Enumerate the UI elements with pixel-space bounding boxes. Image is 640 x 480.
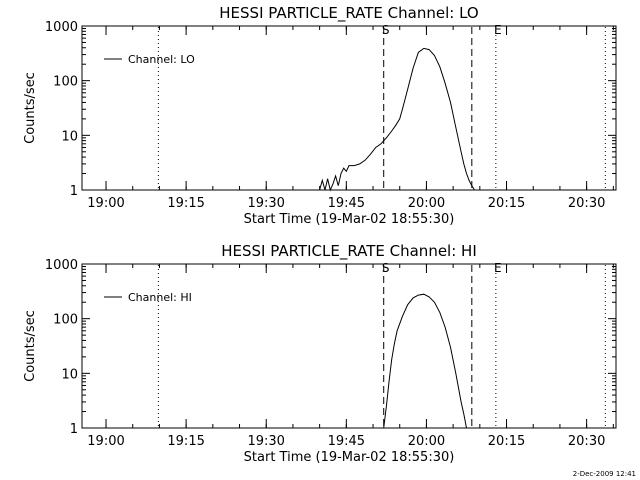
x-tick-label: 20:15 — [488, 434, 525, 449]
y-tick-label: 100 — [53, 313, 78, 328]
chart-title: HESSI PARTICLE_RATE Channel: HI — [221, 242, 477, 261]
x-tick-label: 19:30 — [247, 434, 284, 449]
y-tick-label: 1000 — [45, 258, 78, 273]
y-axis-label: Counts/sec — [23, 72, 38, 144]
y-tick-label: 1 — [70, 422, 78, 437]
x-tick-label: 19:00 — [87, 434, 124, 449]
legend-label: Channel: LO — [128, 53, 195, 66]
y-tick-label: 100 — [53, 75, 78, 90]
x-tick-label: 20:15 — [488, 196, 525, 211]
marker-label-e: E — [494, 261, 502, 275]
plot-date-stamp: 2-Dec-2009 12:41 — [572, 470, 636, 478]
y-tick-label: 10 — [61, 367, 78, 382]
marker-label-s: S — [382, 261, 390, 275]
chart-title: HESSI PARTICLE_RATE Channel: LO — [219, 4, 478, 23]
y-tick-label: 10 — [61, 129, 78, 144]
x-tick-label: 19:30 — [247, 196, 284, 211]
plot-frame — [81, 25, 617, 191]
legend-label: Channel: HI — [128, 291, 192, 304]
marker-label-s: S — [382, 23, 390, 37]
x-axis-label: Start Time (19-Mar-02 18:55:30) — [244, 212, 455, 227]
x-tick-label: 19:45 — [328, 434, 365, 449]
x-tick-label: 20:00 — [408, 196, 445, 211]
chart-panel-lo: HESSI PARTICLE_RATE Channel: LO 1 10 100 100… — [23, 4, 617, 227]
series-line — [383, 293, 467, 429]
x-tick-label: 20:30 — [568, 196, 605, 211]
marker-label-e: E — [494, 23, 502, 37]
x-tick-label: 19:15 — [167, 434, 204, 449]
x-axis-label: Start Time (19-Mar-02 18:55:30) — [244, 450, 455, 465]
series-line — [319, 47, 475, 192]
x-tick-label: 19:45 — [328, 196, 365, 211]
y-axis-label: Counts/sec — [23, 310, 38, 382]
y-tick-label: 1000 — [45, 20, 78, 35]
x-tick-label: 19:00 — [87, 196, 124, 211]
chart-panel-hi: HESSI PARTICLE_RATE Channel: HI 1 10 100 100… — [23, 242, 617, 465]
y-tick-label: 1 — [70, 184, 78, 199]
plot-frame — [81, 263, 617, 429]
x-tick-label: 20:00 — [408, 434, 445, 449]
x-tick-label: 19:15 — [167, 196, 204, 211]
x-tick-label: 20:30 — [568, 434, 605, 449]
